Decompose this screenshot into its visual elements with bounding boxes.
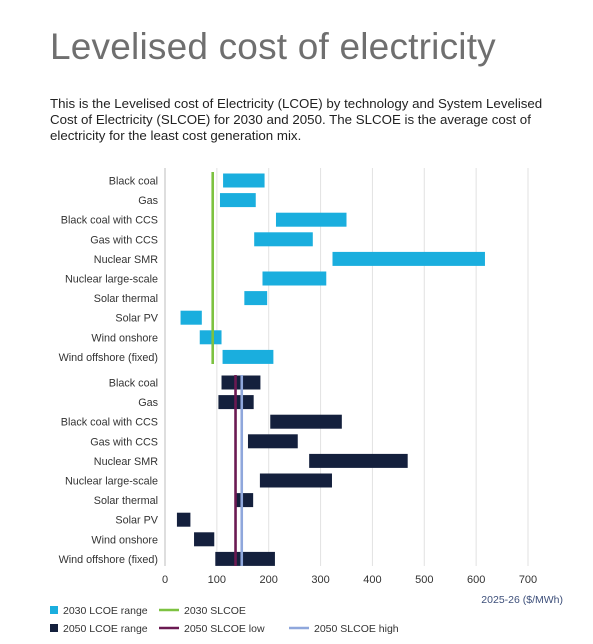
chart-description: This is the Levelised cost of Electricit…	[50, 96, 543, 143]
category-label: Wind offshore (fixed)	[59, 352, 158, 364]
range-bar	[247, 434, 298, 449]
category-label: Black coal with CCS	[61, 417, 158, 429]
range-bar	[254, 232, 313, 247]
category-label: Wind offshore (fixed)	[59, 554, 158, 566]
legend-label: 2030 LCOE range	[63, 605, 148, 617]
slcoe-reference-lines	[211, 172, 244, 566]
range-bar	[259, 473, 332, 488]
page-title: Levelised cost of electricity	[50, 26, 496, 67]
x-tick-label: 500	[415, 574, 433, 586]
range-bar	[235, 493, 254, 508]
range-bar	[332, 251, 485, 266]
range-bar	[176, 512, 191, 527]
range-bar	[180, 310, 202, 325]
category-label: Gas with CCS	[90, 234, 158, 246]
legend-label: 2050 LCOE range	[63, 623, 148, 635]
category-label: Wind onshore	[91, 534, 158, 546]
category-label: Nuclear large-scale	[65, 274, 158, 286]
x-axis: 0 100 200 300 400 500 600 700 2025-26 ($/MWh)	[162, 168, 563, 606]
range-bar	[262, 271, 327, 286]
grid-lines	[164, 168, 529, 566]
category-label: Solar PV	[115, 515, 158, 527]
x-tick-label: 700	[519, 574, 537, 586]
x-tick-label: 0	[162, 574, 168, 586]
x-axis-title: 2025-26 ($/MWh)	[481, 594, 563, 606]
range-bar	[309, 453, 408, 468]
range-bar	[219, 193, 256, 208]
x-tick-label: 100	[208, 574, 226, 586]
category-label: Nuclear SMR	[94, 254, 158, 266]
x-tick-label: 600	[467, 574, 485, 586]
category-label: Solar PV	[115, 313, 158, 325]
category-label: Black coal	[109, 176, 158, 188]
category-label: Black coal with CCS	[61, 215, 158, 227]
category-label: Nuclear SMR	[94, 456, 158, 468]
legend-swatch	[50, 624, 58, 632]
category-label: Black coal	[109, 378, 158, 390]
legend-label: 2050 SLCOE high	[314, 623, 399, 635]
category-label: Gas	[138, 397, 158, 409]
category-label: Gas	[138, 195, 158, 207]
range-bar	[222, 349, 274, 364]
x-tick-label: 400	[363, 574, 381, 586]
category-label: Wind onshore	[91, 332, 158, 344]
range-bar	[223, 173, 265, 188]
range-bar	[270, 414, 342, 429]
range-bar	[199, 330, 222, 345]
chart-legend: 2030 LCOE range 2030 SLCOE 2050 LCOE range…	[50, 605, 399, 635]
range-bar	[244, 291, 268, 306]
x-tick-label: 200	[260, 574, 278, 586]
range-bars	[176, 173, 485, 566]
range-bar	[275, 212, 347, 227]
legend-label: 2050 SLCOE low	[184, 623, 265, 635]
legend-swatch	[50, 606, 58, 614]
range-bar	[194, 532, 215, 547]
category-label: Gas with CCS	[90, 436, 158, 448]
category-label: Solar thermal	[94, 495, 158, 507]
legend-label: 2030 SLCOE	[184, 605, 246, 617]
category-label: Solar thermal	[94, 293, 158, 305]
x-tick-label: 300	[311, 574, 329, 586]
range-bar	[215, 551, 275, 566]
category-label: Nuclear large-scale	[65, 476, 158, 488]
category-labels: Black coal Gas Black coal with CCS Gas with…	[59, 176, 159, 566]
